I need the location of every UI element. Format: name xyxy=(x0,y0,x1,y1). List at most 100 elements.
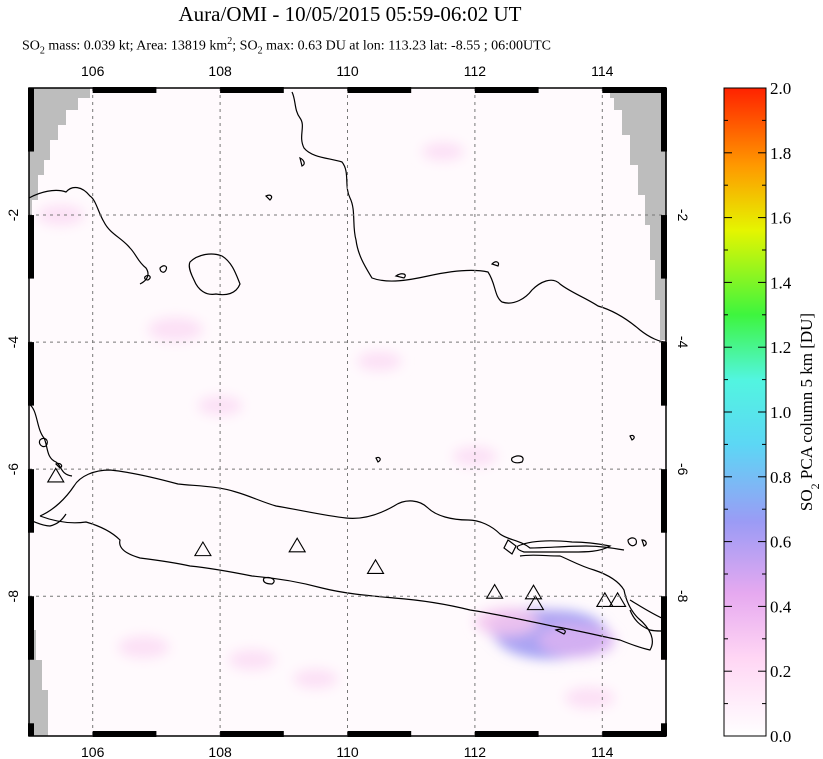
colorbar-tick-label-3: 0.6 xyxy=(770,533,791,552)
coast-borneo-islets xyxy=(264,156,500,279)
band-right-6 xyxy=(661,469,667,533)
x-tick-top-2: 110 xyxy=(336,63,359,79)
no-data-top-left xyxy=(29,88,90,225)
band-bottom-106 xyxy=(92,731,157,737)
colorbar-tick-label-5: 1.0 xyxy=(770,403,791,422)
subtitle-prefix: SO xyxy=(22,38,40,54)
y-tick-left-2: -6 xyxy=(5,463,21,476)
y-tick-left-1: -4 xyxy=(5,336,21,349)
so2-patch-7 xyxy=(564,686,615,709)
colorbar-tick-label-2: 0.4 xyxy=(770,597,792,616)
coast-java-north xyxy=(39,469,625,551)
y-tick-right-3: -8 xyxy=(675,590,691,603)
so2-patch-13 xyxy=(421,142,465,161)
band-left-0 xyxy=(28,88,34,152)
band-left-6 xyxy=(28,469,34,533)
so2-patch-3 xyxy=(474,607,539,636)
x-tick-bottom-4: 114 xyxy=(591,744,614,759)
no-data-top-right xyxy=(610,88,666,340)
band-left-10 xyxy=(28,723,34,736)
band-right-10 xyxy=(661,723,667,736)
axis-tick-labels: 106 106 108 108 110 110 112 112 114 114 -2 -2 -4 -4 -6… xyxy=(5,63,691,759)
coast-small-islands xyxy=(38,434,647,635)
band-bottom-110 xyxy=(347,731,412,737)
colorbar-tick-label-10: 2.0 xyxy=(770,79,791,98)
subtitle-part-2: ; SO xyxy=(232,38,258,54)
colorbar-ticks: 0.0 0.2 0.4 0.6 0.8 1.0 1.2 1.4 1.6 1.8 2.0 xyxy=(724,79,792,746)
colorbar: 0.0 0.2 0.4 0.6 0.8 1.0 1.2 1.4 1.6 1.8 2.0 SO2 PC… xyxy=(723,79,822,746)
so2-patch-8 xyxy=(37,204,85,226)
so2-patch-2 xyxy=(538,623,616,658)
x-tick-bottom-3: 112 xyxy=(464,744,487,759)
colorbar-tick-label-7: 1.4 xyxy=(770,273,792,292)
y-tick-left-0: -2 xyxy=(5,209,21,222)
coast-java-south xyxy=(39,515,653,651)
subtitle-part-1: mass: 0.039 kt; Area: 13819 km xyxy=(44,38,228,54)
chart-subtitle: SO2 mass: 0.039 kt; Area: 13819 km2; SO2… xyxy=(22,36,551,56)
coastlines xyxy=(29,91,666,651)
band-bottom-114 xyxy=(602,731,666,737)
volcano-marker-1 xyxy=(193,540,212,557)
volcano-markers xyxy=(46,467,627,611)
x-tick-top-3: 112 xyxy=(464,63,487,79)
colorbar-tick-label-8: 1.6 xyxy=(770,209,791,228)
so2-patch-5 xyxy=(118,635,170,659)
colorbar-tick-label-6: 1.2 xyxy=(770,338,791,357)
grid-lines xyxy=(29,88,666,736)
band-top-112 xyxy=(474,87,539,93)
y-tick-right-0: -2 xyxy=(675,209,691,222)
band-left-2 xyxy=(28,215,34,279)
band-left-4 xyxy=(28,342,34,406)
x-tick-top-0: 106 xyxy=(81,63,105,79)
coast-sumatra xyxy=(29,186,149,527)
y-tick-left-3: -8 xyxy=(5,590,21,603)
band-right-0 xyxy=(661,88,667,152)
band-top-106 xyxy=(92,87,157,93)
volcano-marker-0 xyxy=(46,467,65,483)
x-tick-top-4: 114 xyxy=(591,63,614,79)
volcano-marker-3 xyxy=(366,558,385,574)
coast-borneo xyxy=(291,91,666,343)
volcano-marker-2 xyxy=(288,537,307,553)
y-tick-right-2: -6 xyxy=(675,463,691,476)
colorbar-tick-label-9: 1.8 xyxy=(770,144,791,163)
volcano-marker-4 xyxy=(485,583,504,599)
so2-patch-11 xyxy=(452,446,498,467)
coast-bangka xyxy=(188,253,241,296)
x-tick-bottom-1: 108 xyxy=(208,744,232,759)
so2-field xyxy=(37,142,616,709)
volcano-marker-7 xyxy=(595,591,614,607)
so2-patch-10 xyxy=(356,351,402,371)
volcano-marker-8 xyxy=(608,591,627,607)
coast-madura xyxy=(503,539,612,555)
colorbar-label: SO2 PCA column 5 km [DU] xyxy=(797,313,822,511)
chart-title: Aura/OMI - 10/05/2015 05:59-06:02 UT xyxy=(178,2,522,26)
x-tick-top-1: 108 xyxy=(208,63,232,79)
y-tick-right-1: -4 xyxy=(675,336,691,349)
band-right-4 xyxy=(661,342,667,406)
map-border-bands xyxy=(28,87,667,737)
x-tick-bottom-2: 110 xyxy=(336,744,359,759)
subtitle-part-3: max: 0.63 DU at lon: 113.23 lat: -8.55 ;… xyxy=(262,38,551,54)
band-bottom-108 xyxy=(220,731,284,737)
so2-patch-12 xyxy=(293,669,339,689)
band-left-8 xyxy=(28,596,34,660)
subtitle-sub-1: 2 xyxy=(39,45,45,57)
subtitle-sup: 2 xyxy=(227,36,233,47)
band-top-108 xyxy=(220,87,284,93)
coast-belitung xyxy=(144,265,168,281)
subtitle-sub-2: 2 xyxy=(257,45,263,57)
band-bottom-112 xyxy=(474,731,539,737)
band-top-114 xyxy=(602,87,666,93)
so2-patch-4 xyxy=(147,317,204,342)
x-tick-bottom-0: 106 xyxy=(81,744,105,759)
volcano-marker-6 xyxy=(526,594,545,611)
colorbar-tick-label-0: 0.0 xyxy=(770,727,791,746)
colorbar-tick-label-1: 0.2 xyxy=(770,662,791,681)
so2-patch-6 xyxy=(228,649,276,671)
band-top-110 xyxy=(347,87,412,93)
band-right-8 xyxy=(661,596,667,660)
colorbar-tick-label-4: 0.8 xyxy=(770,468,791,487)
band-right-2 xyxy=(661,215,667,279)
